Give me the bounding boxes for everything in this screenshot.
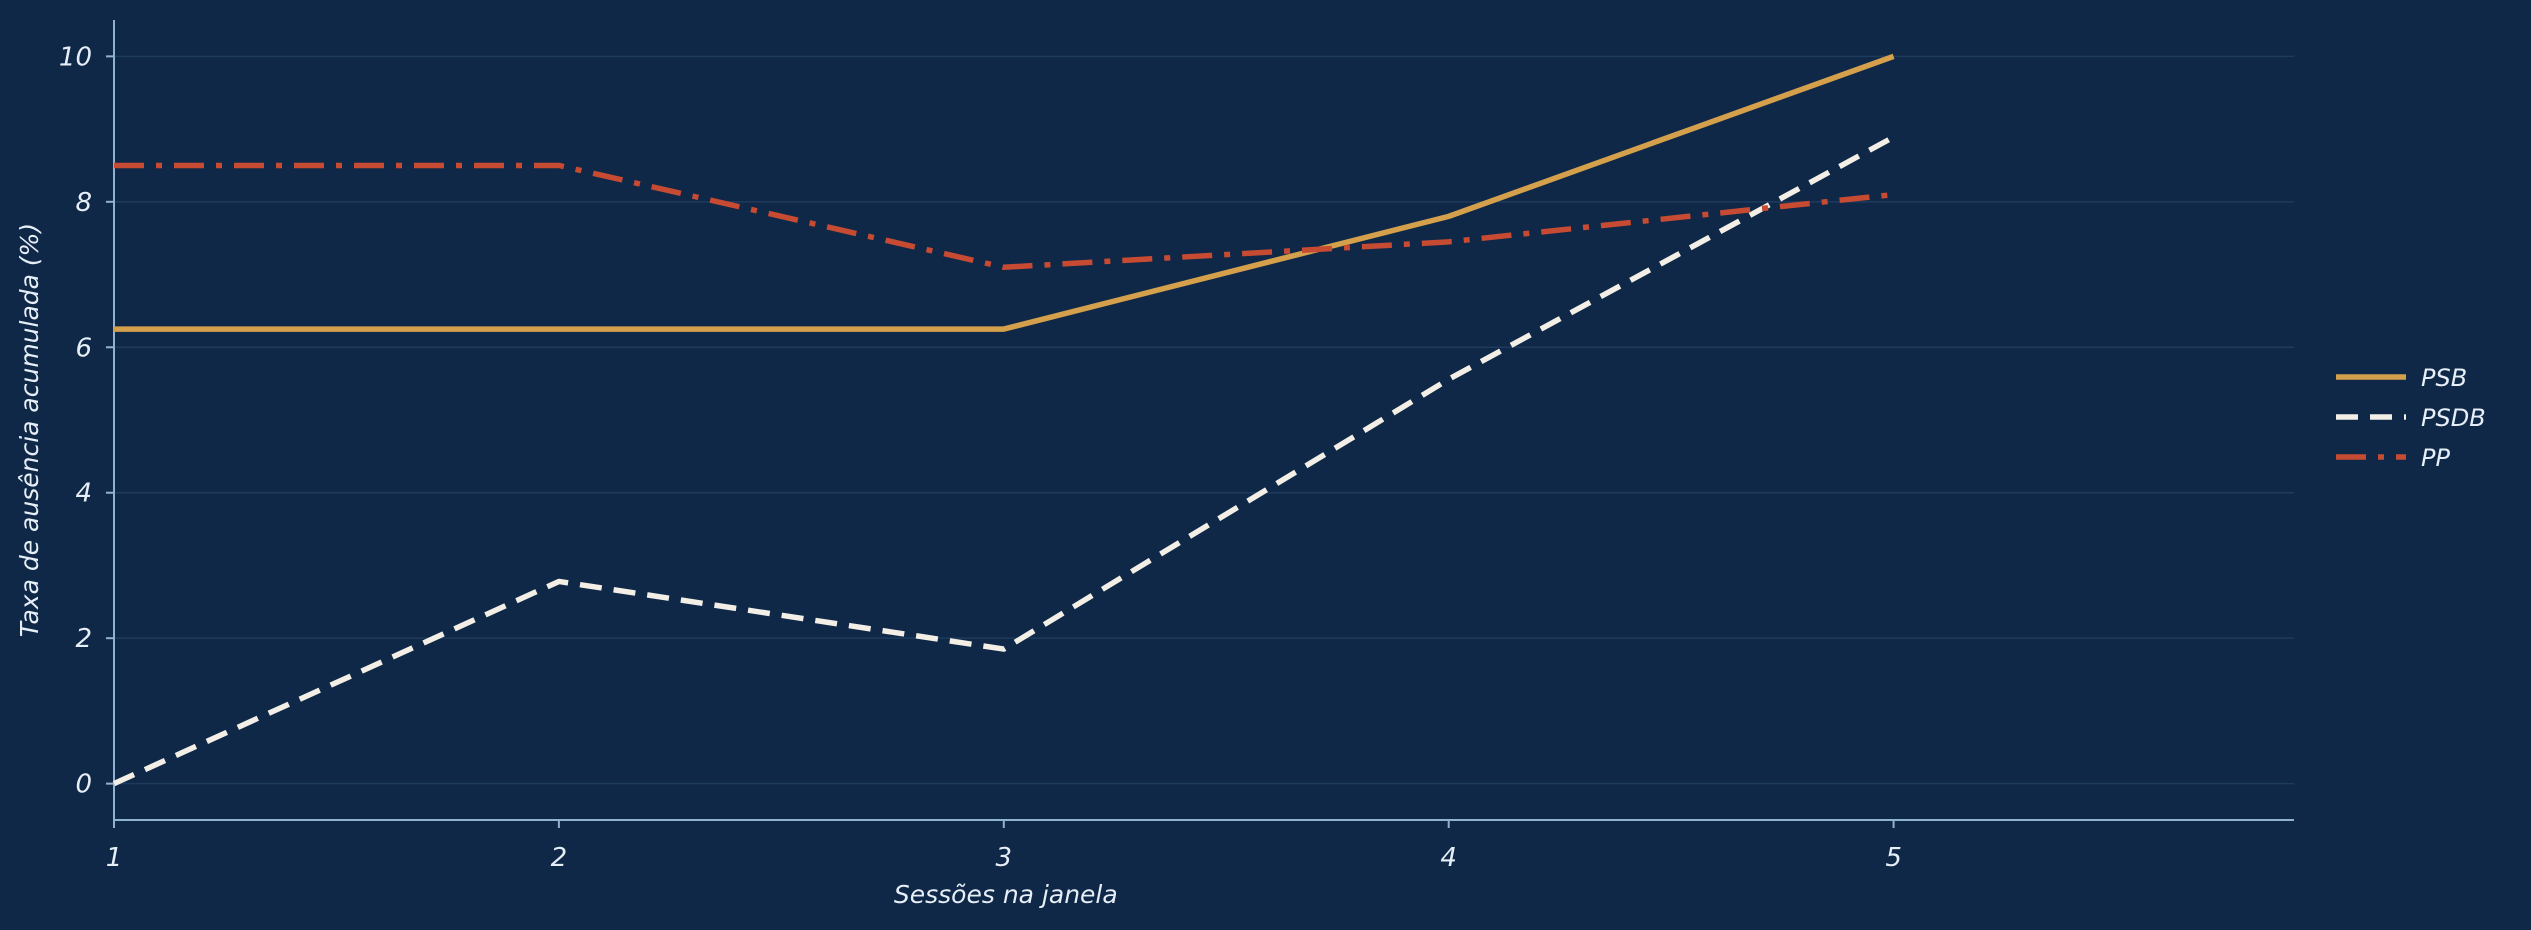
x-tick-label: 1	[106, 843, 123, 873]
x-tick-label: 3	[996, 843, 1013, 873]
legend: PSB PSDB PP	[2336, 364, 2486, 472]
x-tick-labels: 1 2 3 4 5	[106, 820, 1902, 873]
grid-lines	[114, 55, 2294, 785]
y-axis-title: Taxa de ausência acumulada (%)	[15, 223, 44, 637]
y-tick-labels: 0 2 4 6 8 10	[59, 42, 114, 800]
legend-label: PSDB	[2421, 404, 2486, 432]
y-tick-label: 4	[75, 479, 92, 509]
series-line-pp	[114, 162, 1894, 271]
x-axis-title: Sessões na janela	[894, 880, 1118, 909]
y-tick-label: 0	[75, 770, 92, 800]
y-tick-label: 10	[59, 42, 92, 72]
series-line-psdb	[112, 134, 1895, 787]
x-tick-label: 5	[1885, 843, 1902, 873]
x-tick-label: 4	[1440, 843, 1457, 873]
legend-label: PSB	[2421, 364, 2467, 392]
x-tick-label: 2	[551, 843, 568, 873]
y-tick-label: 2	[75, 624, 92, 654]
legend-label: PP	[2421, 444, 2450, 472]
axes	[113, 20, 2294, 821]
series-line-psb	[114, 53, 1895, 332]
y-tick-label: 8	[75, 188, 92, 218]
y-tick-label: 6	[75, 333, 92, 363]
series-lines	[112, 53, 1895, 787]
